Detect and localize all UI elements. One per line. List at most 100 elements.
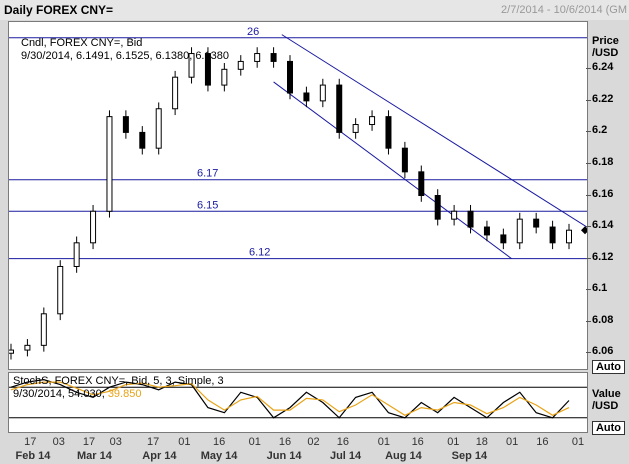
price-info-line2: 9/30/2014, 6.1491, 6.1525, 6.1380, 6.138… xyxy=(21,50,229,62)
x-day-label: 18 xyxy=(475,436,488,448)
price-axis-title-line1: Price xyxy=(592,35,619,47)
price-ytick-mark xyxy=(586,194,591,196)
candle-body[interactable] xyxy=(287,60,293,94)
stoch-plot-area[interactable]: StochS, FOREX CNY=, Bid, 5, 3, Simple, 3… xyxy=(8,372,588,433)
stoch-axis-title: Value /USD xyxy=(592,388,621,412)
candle-body[interactable] xyxy=(270,53,277,62)
candle-body[interactable] xyxy=(122,116,129,133)
candle-body[interactable] xyxy=(204,53,211,86)
price-ytick-mark xyxy=(586,162,591,164)
candle-body[interactable] xyxy=(139,131,146,149)
candle-body[interactable] xyxy=(221,68,228,86)
price-ytick-mark xyxy=(586,320,591,322)
x-day-label: 16 xyxy=(536,436,549,448)
candle-body[interactable] xyxy=(516,218,523,244)
candle-body[interactable] xyxy=(352,124,359,133)
price-ytick-mark xyxy=(586,226,591,228)
candle-body[interactable] xyxy=(155,108,162,149)
hline-label: 6.12 xyxy=(249,247,270,259)
price-ytick-mark xyxy=(586,352,591,354)
candle-body[interactable] xyxy=(90,210,97,244)
stoch-axis-title-line1: Value xyxy=(592,388,621,400)
price-ytick-mark xyxy=(586,68,591,70)
price-ytick-label: 6.06 xyxy=(592,345,614,358)
price-ytick-mark xyxy=(586,131,591,133)
hline-label: 6.17 xyxy=(197,168,218,180)
date-range: 2/7/2014 - 10/6/2014 (GM xyxy=(501,4,627,16)
price-ytick-label: 6.22 xyxy=(592,92,614,105)
candle-body[interactable] xyxy=(73,242,80,267)
x-day-label: 01 xyxy=(377,436,390,448)
candle-body[interactable] xyxy=(24,344,31,351)
candle-body[interactable] xyxy=(106,116,113,212)
candle-body[interactable] xyxy=(172,76,179,110)
hline-label: 26 xyxy=(247,26,259,38)
x-day-label: 01 xyxy=(505,436,519,448)
candle-body[interactable] xyxy=(500,234,507,244)
x-day-label: 16 xyxy=(411,436,424,448)
candle-body[interactable] xyxy=(533,218,540,228)
stoch-chart[interactable] xyxy=(9,373,587,432)
candle-body[interactable] xyxy=(418,171,425,197)
x-month-label: Mar 14 xyxy=(76,450,112,462)
price-axis-title: Price /USD xyxy=(592,35,619,59)
x-day-label: 16 xyxy=(212,436,226,448)
stoch-axis-title-line2: /USD xyxy=(592,400,619,412)
x-day-label: 16 xyxy=(278,436,292,448)
x-day-label: 16 xyxy=(336,436,349,448)
last-price-marker xyxy=(581,226,587,235)
price-ytick-mark xyxy=(586,289,591,291)
price-ytick-label: 6.16 xyxy=(592,187,614,200)
chart-header: Daily FOREX CNY= 2/7/2014 - 10/6/2014 (G… xyxy=(0,0,629,20)
x-month-label: Apr 14 xyxy=(142,450,177,462)
candle-body[interactable] xyxy=(237,60,244,70)
x-month-label: May 14 xyxy=(200,450,238,462)
channel-upper-line xyxy=(281,34,587,228)
hline-label: 6.15 xyxy=(197,199,218,211)
stoch-info-k-value: 39.850 xyxy=(107,388,142,400)
x-day-label: 17 xyxy=(24,436,37,448)
x-day-label: 02 xyxy=(307,436,320,448)
candle-body[interactable] xyxy=(566,229,572,244)
candle-body[interactable] xyxy=(188,53,195,78)
price-ytick-label: 6.18 xyxy=(592,155,614,168)
x-month-label: Sep 14 xyxy=(451,450,488,462)
candle-body[interactable] xyxy=(467,210,474,228)
x-month-label: Aug 14 xyxy=(385,450,422,462)
candle-body[interactable] xyxy=(9,349,14,354)
candle-body[interactable] xyxy=(336,84,343,133)
stoch-info-prefix: 9/30/2014, 54.030, xyxy=(13,388,108,400)
stoch-auto-button[interactable]: Auto xyxy=(592,421,625,435)
candle-body[interactable] xyxy=(254,53,261,62)
price-info-line1: Cndl, FOREX CNY=, Bid xyxy=(21,37,143,49)
candle-body[interactable] xyxy=(385,116,392,149)
x-month-label: Jun 14 xyxy=(266,450,302,462)
candle-body[interactable] xyxy=(434,195,441,220)
chart-title: Daily FOREX CNY= xyxy=(4,3,114,17)
candle-body[interactable] xyxy=(40,313,47,346)
x-month-label: Jul 14 xyxy=(329,450,362,462)
price-auto-button[interactable]: Auto xyxy=(592,360,625,374)
price-ytick-label: 6.12 xyxy=(592,250,614,263)
candle-body[interactable] xyxy=(483,226,490,236)
price-ytick-mark xyxy=(586,257,591,259)
price-ytick-label: 6.2 xyxy=(592,124,608,137)
candle-body[interactable] xyxy=(319,84,326,102)
candle-body[interactable] xyxy=(401,147,408,173)
x-axis: 17 03 17 03 17 01 16 01 16 02 16 01 16 01 18 01 16 01 Feb … xyxy=(8,434,588,464)
x-day-label: 17 xyxy=(82,436,96,448)
stoch-series-%K xyxy=(10,378,570,419)
candle-body[interactable] xyxy=(451,210,458,220)
candle-body[interactable] xyxy=(57,265,64,315)
x-month-label: Feb 14 xyxy=(15,450,51,462)
x-day-label: 03 xyxy=(52,436,65,448)
x-day-label: 01 xyxy=(248,436,261,448)
candle-body[interactable] xyxy=(303,92,310,102)
price-plot-area[interactable]: 26 6.17 6.15 6.12 Cndl, FOREX CNY=, Bid 9/3… xyxy=(8,21,588,370)
x-day-label: 17 xyxy=(147,436,160,448)
candle-body[interactable] xyxy=(549,226,556,244)
price-chart[interactable]: 26 6.17 6.15 6.12 xyxy=(9,22,587,369)
x-day-label: 01 xyxy=(447,436,460,448)
candle-body[interactable] xyxy=(369,116,376,126)
